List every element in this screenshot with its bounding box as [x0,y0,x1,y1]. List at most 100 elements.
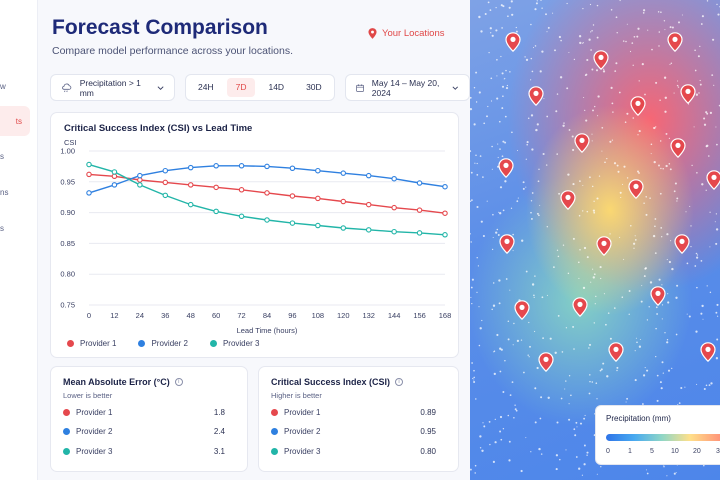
map-pin-icon[interactable] [514,300,530,320]
station-dot [508,6,511,9]
station-dot [671,367,673,370]
y-tick-label: 0.95 [60,177,75,186]
station-dot [502,428,505,430]
station-dot [560,397,563,400]
map-pin-icon[interactable] [498,158,514,178]
station-dot [620,196,622,199]
info-icon[interactable]: i [395,378,404,386]
sidebar-item-2[interactable]: s [0,152,4,161]
station-dot [653,126,656,130]
legend-item-provider-1[interactable]: Provider 1 [67,339,116,348]
sidebar-item-4[interactable]: s [0,224,4,233]
tab-7d[interactable]: 7D [226,78,256,97]
map-pin-icon[interactable] [670,138,686,158]
map-pin-icon[interactable] [650,286,666,306]
x-tick-label: 156 [413,311,426,320]
station-dot [507,15,509,18]
station-dot [668,260,672,264]
map-pin-icon[interactable] [572,297,588,317]
station-dot [696,383,698,385]
station-dot [473,376,475,379]
x-axis-label: Lead Time (hours) [237,326,298,335]
provider-name: Provider 3 [284,446,321,456]
station-dot [530,79,532,81]
station-dot [664,110,667,113]
station-dot [661,236,663,238]
station-dot [482,422,484,424]
date-range-select[interactable]: May 14 – May 20, 2024 [344,74,470,101]
station-dot [649,197,651,199]
station-dot [655,327,657,330]
station-dot [685,211,687,213]
map-pin-icon[interactable] [560,190,576,210]
data-point [264,163,270,170]
station-dot [539,417,542,420]
station-dot [542,152,545,156]
sidebar-item-active[interactable]: ts [0,106,30,136]
precipitation-filter-select[interactable]: Precipitation > 1 mm [50,74,175,101]
station-dot [586,256,589,259]
station-dot [579,180,581,182]
station-dot [470,96,472,99]
station-dot [666,341,669,344]
station-dot [516,149,519,152]
station-dot [537,180,540,183]
station-dot [591,68,594,71]
station-dot [536,366,539,370]
station-dot [691,164,693,167]
station-dot [701,15,704,18]
your-locations-link[interactable]: Your Locations [368,28,445,39]
map-pin-icon[interactable] [667,32,683,52]
station-dot [470,286,473,289]
map-pin-icon[interactable] [596,236,612,256]
station-dot [482,176,484,178]
map-pin-icon[interactable] [706,170,720,190]
station-dot [628,313,630,315]
map-pin-icon[interactable] [528,86,544,106]
page-subtitle: Compare model performance across your lo… [52,45,294,57]
legend-item-provider-2[interactable]: Provider 2 [138,339,188,348]
station-dot [492,460,496,464]
tab-14d[interactable]: 14D [268,82,285,92]
tab-24h[interactable]: 24H [198,82,214,92]
table-row: Provider 1 0.89 [271,405,436,419]
sidebar-item-0[interactable]: w [0,82,6,91]
legend-item-provider-3[interactable]: Provider 3 [209,339,259,348]
station-dot [677,21,681,24]
station-dot [661,284,663,286]
info-icon[interactable]: i [174,378,183,386]
station-dot [656,399,659,402]
station-dot [644,367,646,369]
provider-dot [271,408,278,416]
station-dot [581,474,584,476]
tab-30d[interactable]: 30D [306,82,322,92]
station-dot [619,0,621,2]
map-pin-icon[interactable] [593,50,609,70]
time-range-tabs: 24H 7D 14D 30D [185,74,335,101]
map-pin-icon[interactable] [674,234,690,254]
station-dot [568,418,571,421]
station-dot [487,105,489,108]
station-dot [700,312,703,315]
station-dot [663,20,666,22]
precipitation-map[interactable]: Precipitation (mm) 0 1 5 10 20 30 [470,0,720,480]
map-pin-icon[interactable] [700,342,716,362]
map-pin-icon[interactable] [628,179,644,199]
x-tick-label: 96 [288,311,296,320]
station-dot [615,62,618,65]
station-dot [624,121,627,124]
station-dot [702,318,704,320]
map-pin-icon[interactable] [499,234,515,254]
map-pin-icon[interactable] [680,84,696,104]
station-dot [661,361,664,364]
data-point [365,172,372,179]
map-pin-icon[interactable] [630,96,646,116]
map-pin-icon[interactable] [608,342,624,362]
station-dot [658,31,661,33]
sidebar-item-3[interactable]: ns [0,188,8,197]
map-pin-icon[interactable] [574,133,590,153]
station-dot [479,155,482,157]
map-pin-icon[interactable] [505,32,521,52]
map-pin-icon[interactable] [538,352,554,372]
station-dot [594,105,596,108]
